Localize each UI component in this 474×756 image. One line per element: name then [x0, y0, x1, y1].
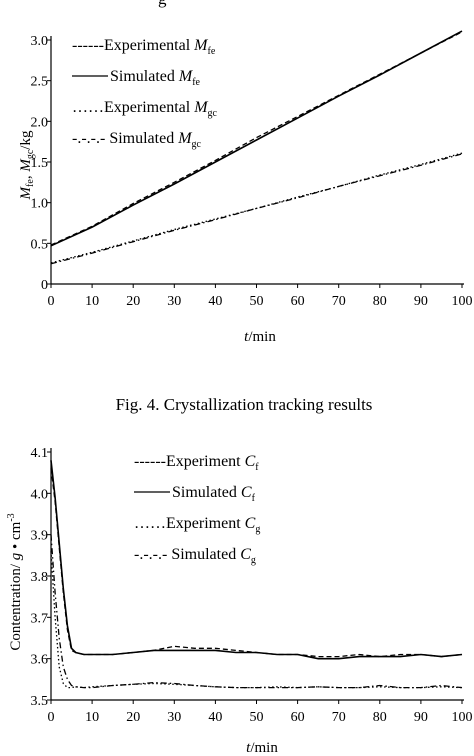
chart1-series [50, 30, 463, 265]
series-line-dashed [50, 468, 463, 658]
series-line-solid [50, 460, 463, 660]
series-line-dotted [50, 551, 463, 689]
legend-entry: ……Experimental Mgc [72, 99, 218, 119]
chart2-legend: ------Experiment Cf Simulated Cf ……Experim… [134, 453, 260, 566]
chart1-x-axis-label: t/min [244, 329, 276, 345]
chart1-y-axis-label: Mfe, Mgc/kg [18, 130, 36, 200]
x-tick-label: 0 [48, 710, 55, 725]
x-tick-label: 0 [48, 294, 55, 309]
y-tick-label: 3.9 [31, 529, 49, 544]
legend-entry: -.-.-.- Simulated Cg [134, 546, 256, 566]
legend-entry: Simulated Mfe [110, 68, 201, 88]
chart2-series [50, 460, 463, 689]
y-tick-label: 2.0 [31, 115, 49, 130]
y-tick-label: 1.5 [31, 156, 49, 171]
x-tick-label: 90 [414, 710, 428, 725]
y-tick-label: 0.5 [31, 237, 49, 252]
legend-entry: ------Experiment Cf [134, 453, 259, 473]
x-tick-label: 40 [208, 294, 222, 309]
figure-caption: Fig. 4. Crystallization tracking results [116, 395, 373, 414]
chart2-axes [50, 448, 464, 701]
y-tick-label: 3.5 [31, 694, 49, 709]
legend-entry: ……Experiment Cg [134, 515, 260, 535]
x-tick-label: 10 [85, 294, 99, 309]
chart2-y-axis-label: Contentration/ g • cm-3 [6, 513, 24, 650]
chart-concentration: 0 10 20 30 40 50 60 70 80 90 100 3.5 3.6 3.7 3.8 3.9 4.0… [6, 446, 473, 756]
x-tick-label: 100 [452, 710, 473, 725]
x-tick-label: 50 [250, 710, 264, 725]
chart2-x-axis-label: t/min [246, 740, 278, 756]
x-tick-label: 40 [208, 710, 222, 725]
series-line-dashdot [50, 153, 463, 265]
y-tick-label: 2.5 [31, 75, 49, 90]
x-tick-label: 30 [167, 710, 181, 725]
x-tick-label: 90 [414, 294, 428, 309]
top-caption-fragment: g [158, 0, 167, 8]
legend-entry: -.-.-.- Simulated Mgc [72, 130, 202, 150]
chart1-legend: ------Experimental Mfe Simulated Mfe ……Exp… [72, 37, 218, 150]
y-tick-label: 1.0 [31, 197, 49, 212]
x-tick-label: 60 [291, 710, 305, 725]
chart-crystallization-mass: 0 10 20 30 40 50 60 70 80 90 100 0 0.5 1.0 1.5 2.0 2.5 3.… [18, 30, 473, 345]
y-tick-label: 3.0 [31, 34, 49, 49]
x-tick-label: 10 [85, 710, 99, 725]
chart1-axes [50, 36, 464, 285]
x-tick-label: 20 [126, 710, 140, 725]
y-tick-label: 4.0 [31, 487, 49, 502]
x-tick-label: 100 [452, 294, 473, 309]
chart1-ticks: 0 10 20 30 40 50 60 70 80 90 100 0 0.5 1.0 1.5 2.0 2.5 3.… [31, 34, 473, 309]
y-tick-label: 3.6 [31, 653, 49, 668]
x-tick-label: 80 [373, 710, 387, 725]
x-tick-label: 70 [332, 294, 346, 309]
x-tick-label: 30 [167, 294, 181, 309]
y-tick-label: 4.1 [31, 446, 49, 461]
series-line-dashdot [50, 534, 463, 689]
chart2-ticks: 0 10 20 30 40 50 60 70 80 90 100 3.5 3.6 3.7 3.8 3.9 4.0… [31, 446, 473, 725]
legend-entry: Simulated Cf [172, 484, 256, 504]
x-tick-label: 60 [291, 294, 305, 309]
x-tick-label: 20 [126, 294, 140, 309]
y-tick-label: 0 [41, 278, 48, 293]
legend-entry: ------Experimental Mfe [72, 37, 216, 57]
x-tick-label: 80 [373, 294, 387, 309]
x-tick-label: 50 [250, 294, 264, 309]
x-tick-label: 70 [332, 710, 346, 725]
series-line-solid [50, 30, 463, 247]
y-tick-label: 3.8 [31, 570, 49, 585]
y-tick-label: 3.7 [31, 611, 49, 626]
